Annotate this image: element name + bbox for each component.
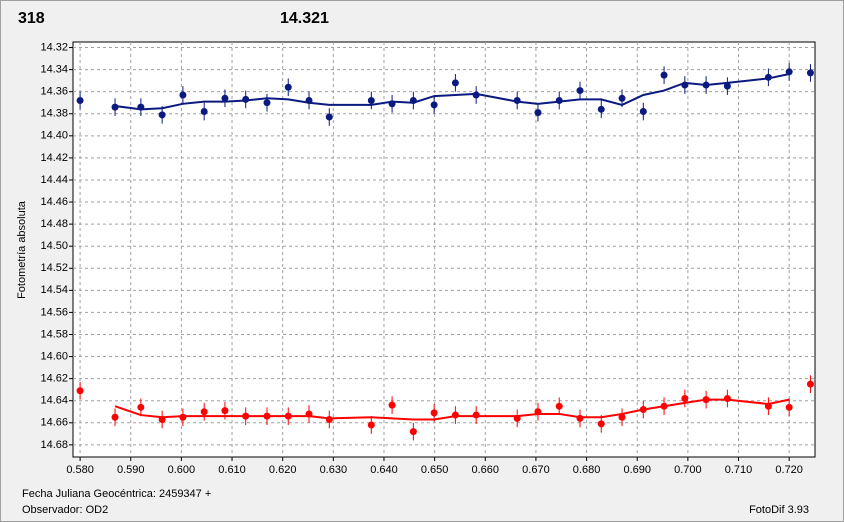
x-axis-label: Fecha Juliana Geocéntrica: 2459347 +	[22, 488, 211, 500]
data-point	[409, 428, 417, 436]
data-point	[618, 94, 626, 102]
plot-area	[72, 41, 816, 458]
y-tick-label: 14.32	[40, 41, 68, 53]
y-tick-label: 14.36	[40, 86, 68, 98]
y-tick-label: 14.46	[40, 196, 68, 208]
data-point	[76, 96, 84, 104]
fit-line	[114, 73, 790, 111]
data-point	[660, 71, 668, 79]
data-point	[179, 91, 187, 99]
y-tick-label: 14.64	[40, 395, 68, 407]
data-point	[263, 99, 271, 107]
y-tick-label: 14.56	[40, 306, 68, 318]
y-tick-label: 14.68	[40, 439, 68, 451]
x-tick-label: 0.670	[522, 464, 550, 476]
y-tick-label: 14.48	[40, 218, 68, 230]
y-tick-label: 14.58	[40, 328, 68, 340]
y-tick-label: 14.66	[40, 417, 68, 429]
data-point	[367, 96, 375, 104]
y-tick-label: 14.38	[40, 108, 68, 120]
x-tick-label: 0.600	[168, 464, 196, 476]
data-point	[200, 408, 208, 416]
x-tick-label: 0.630	[320, 464, 348, 476]
x-tick-label: 0.620	[269, 464, 297, 476]
data-point	[325, 113, 333, 121]
y-tick-label: 14.50	[40, 240, 68, 252]
chart-subtitle: 14.321	[280, 10, 329, 27]
data-point	[430, 409, 438, 417]
data-point	[388, 401, 396, 409]
data-point	[534, 109, 542, 117]
x-tick-label: 0.680	[573, 464, 601, 476]
data-point	[576, 87, 584, 95]
fit-line	[114, 398, 790, 421]
data-point	[325, 415, 333, 423]
data-point	[806, 380, 814, 388]
x-tick-label: 0.710	[725, 464, 753, 476]
x-tick-label: 0.590	[117, 464, 145, 476]
data-point	[284, 83, 292, 91]
x-tick-label: 0.660	[472, 464, 500, 476]
data-point	[597, 105, 605, 113]
data-point	[76, 387, 84, 395]
y-tick-label: 14.60	[40, 350, 68, 362]
data-point	[618, 413, 626, 421]
x-tick-label: 0.580	[66, 464, 94, 476]
data-point	[639, 108, 647, 116]
data-point	[221, 94, 229, 102]
data-point	[111, 413, 119, 421]
observer: Observador: OD2	[22, 504, 108, 516]
y-tick-label: 14.44	[40, 174, 68, 186]
data-point	[785, 403, 793, 411]
y-tick-label: 14.40	[40, 130, 68, 142]
chart-title: 318	[18, 10, 45, 27]
data-point	[200, 108, 208, 116]
y-tick-label: 14.34	[40, 63, 68, 75]
data-point	[158, 111, 166, 119]
y-tick-label: 14.52	[40, 262, 68, 274]
y-tick-label: 14.42	[40, 152, 68, 164]
data-point	[221, 407, 229, 415]
x-tick-label: 0.700	[674, 464, 702, 476]
data-point	[597, 420, 605, 428]
data-point	[806, 69, 814, 77]
x-tick-label: 0.640	[370, 464, 398, 476]
data-point	[367, 421, 375, 429]
data-point	[472, 411, 480, 419]
data-point	[681, 395, 689, 403]
y-tick-label: 14.54	[40, 284, 68, 296]
data-point	[723, 82, 731, 90]
y-tick-label: 14.62	[40, 373, 68, 385]
data-point	[451, 79, 459, 87]
software: FotoDif 3.93	[749, 504, 809, 516]
data-point	[430, 101, 438, 109]
x-tick-label: 0.720	[775, 464, 803, 476]
data-point	[723, 395, 731, 403]
data-point	[137, 403, 145, 411]
data-point	[555, 402, 563, 410]
x-tick-label: 0.610	[218, 464, 246, 476]
x-tick-label: 0.690	[623, 464, 651, 476]
y-axis-label: Fotometría absoluta	[16, 200, 28, 299]
x-tick-label: 0.650	[421, 464, 449, 476]
